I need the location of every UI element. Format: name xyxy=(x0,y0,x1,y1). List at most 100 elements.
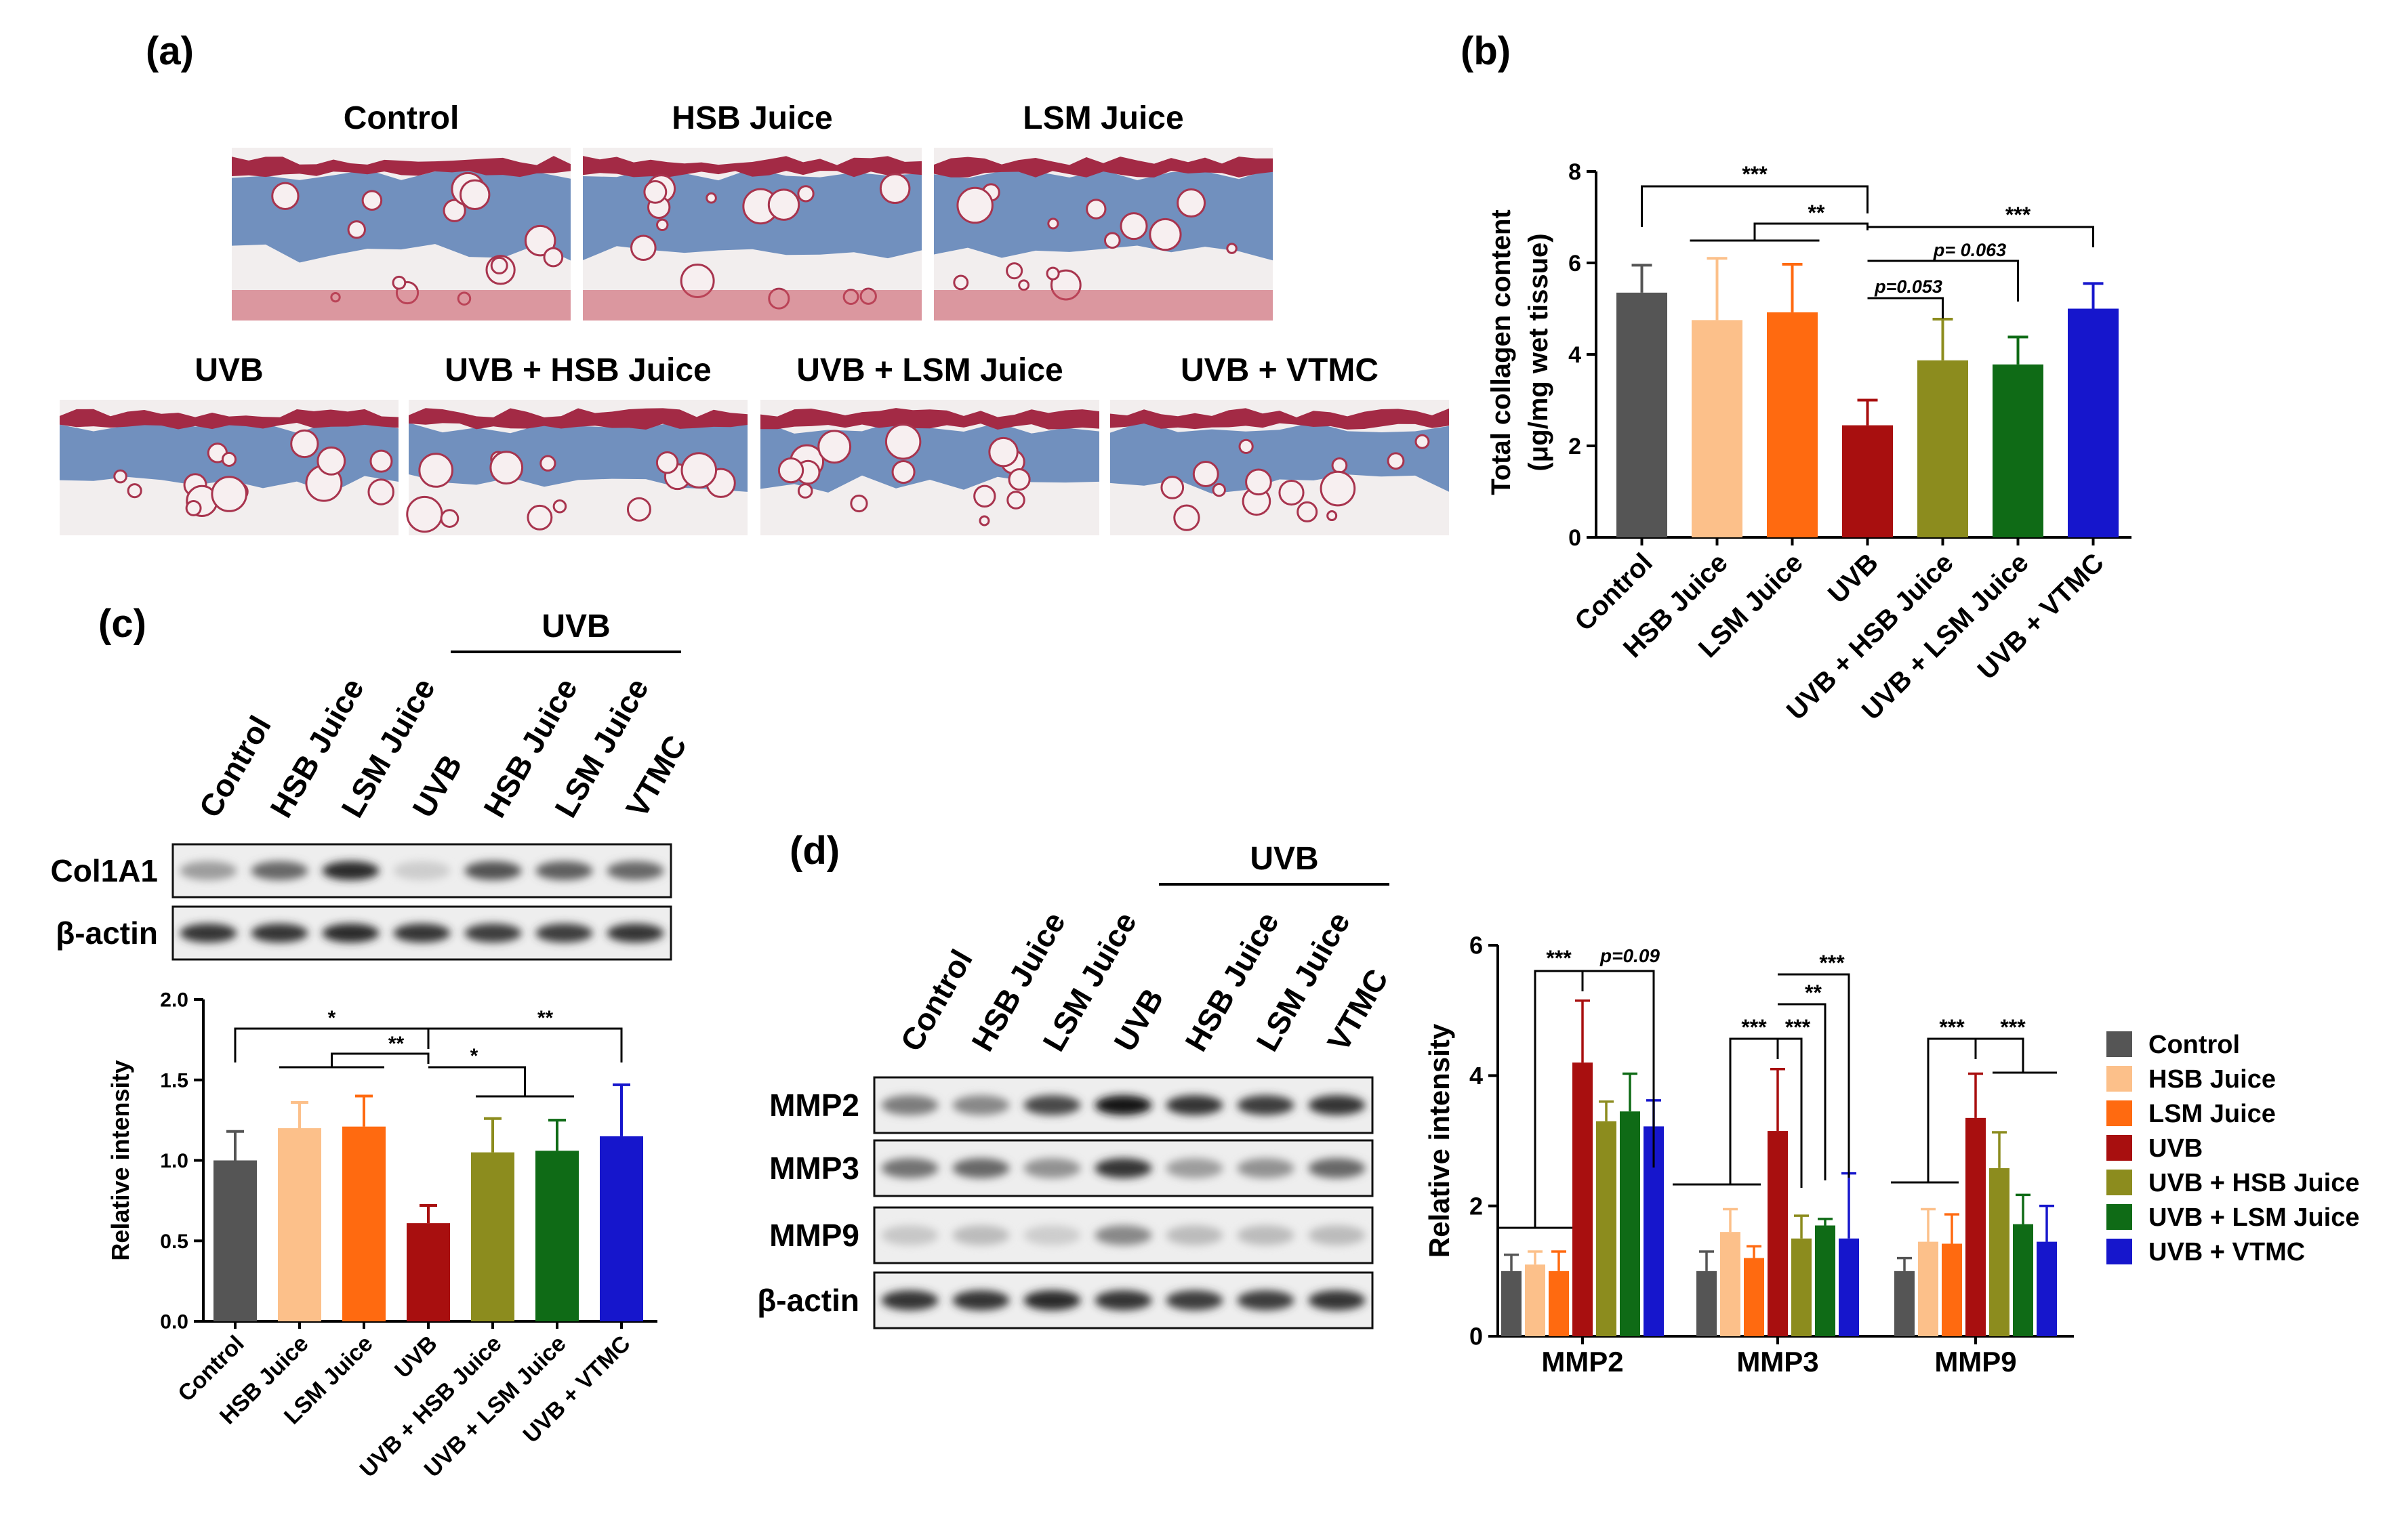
blot-band xyxy=(607,861,664,881)
bar-uvb-vtmc xyxy=(600,1136,643,1321)
error-bar xyxy=(1921,1207,1936,1242)
blot-band xyxy=(1166,1095,1223,1115)
error-bar xyxy=(1528,1250,1543,1265)
error-bar-uvb-lsm-juice xyxy=(548,1119,566,1151)
sig-label: * xyxy=(470,1045,478,1067)
histology-label-uvb: UVB xyxy=(195,352,263,388)
x-tick-label-mmp2: MMP2 xyxy=(1541,1346,1623,1378)
blot-row-label-actin: β-actin xyxy=(56,915,158,951)
blot-band xyxy=(1237,1290,1294,1310)
error-bar xyxy=(1897,1256,1912,1271)
blot-band xyxy=(535,923,593,943)
bar-mmp2-control xyxy=(1501,1271,1522,1336)
blot-band xyxy=(1166,1158,1223,1178)
sig-bracket xyxy=(1778,1037,1803,1188)
bar-mmp2-uvb-lsm-juice xyxy=(1620,1111,1640,1336)
sig-label: p=0.053 xyxy=(1874,276,1942,297)
error-bar xyxy=(1504,1254,1519,1271)
legend-swatch-uvb xyxy=(2106,1135,2132,1161)
blot-row-label-col1a1: Col1A1 xyxy=(51,853,158,888)
error-bar xyxy=(1747,1245,1761,1258)
error-bar xyxy=(2039,1204,2054,1242)
blot-band xyxy=(952,1225,1010,1245)
blot-band xyxy=(1095,1158,1152,1178)
sig-bracket xyxy=(1583,970,1655,1168)
bar-mmp2-lsm-juice xyxy=(1549,1271,1569,1336)
y-tick-label: 4 xyxy=(1469,1062,1483,1090)
lane-label-vtmc: VTMC xyxy=(1320,963,1395,1057)
legend-swatch-uvb-vtmc xyxy=(2106,1239,2132,1264)
blot-band xyxy=(464,923,522,943)
error-bar xyxy=(1770,1067,1785,1132)
error-bar-control xyxy=(1631,264,1652,293)
bar-mmp9-hsb-juice xyxy=(1918,1241,1938,1336)
histology-image-lsm-juice xyxy=(934,148,1273,321)
histology-image-hsb-juice xyxy=(583,148,922,321)
y-tick-label: 6 xyxy=(1568,251,1581,276)
blot-band xyxy=(952,1158,1010,1178)
bar-mmp9-uvb-hsb-juice xyxy=(1989,1168,2009,1336)
sig-label: ** xyxy=(1808,201,1825,225)
blot-band xyxy=(952,1290,1010,1310)
blot-band xyxy=(1308,1225,1366,1245)
bar-mmp9-control xyxy=(1894,1271,1915,1336)
blot-band xyxy=(607,923,664,943)
bar-mmp2-uvb xyxy=(1572,1062,1593,1336)
error-bar xyxy=(1794,1214,1809,1239)
lane-label-uvb: UVB xyxy=(405,749,469,823)
legend-label-hsb-juice: HSB Juice xyxy=(2148,1065,2276,1094)
histology-panel: Control HSB Juice LSM Juice UVB UVB + HSB Ju… xyxy=(60,100,1449,535)
sig-bracket xyxy=(1867,297,1944,318)
bar-control xyxy=(1616,292,1667,537)
blot-band xyxy=(1095,1095,1152,1115)
bar-uvb-lsm-juice xyxy=(1993,364,2043,537)
y-tick-label: 1.5 xyxy=(160,1069,188,1092)
legend-label-lsm-juice: LSM Juice xyxy=(2148,1100,2276,1128)
legend-label-control: Control xyxy=(2148,1031,2240,1059)
histology-image-uvb-vtmc xyxy=(1110,400,1449,535)
bar-hsb-juice xyxy=(278,1128,321,1321)
blot-strip-mmp3 xyxy=(873,1139,1374,1197)
sig-bracket xyxy=(428,1066,526,1096)
blot-band xyxy=(1095,1225,1152,1245)
y-tick-label: 4 xyxy=(1568,342,1581,368)
blot-band xyxy=(251,923,308,943)
y-tick-label: 2.0 xyxy=(160,989,188,1012)
error-bar xyxy=(1599,1100,1614,1121)
y-tick-label: 6 xyxy=(1469,932,1483,959)
sig-bracket xyxy=(428,1027,623,1062)
sig-bracket xyxy=(1778,1003,1827,1180)
error-bar xyxy=(1575,999,1590,1063)
panel-label-a: (a) xyxy=(146,29,194,73)
legend-swatch-uvb-hsb-juice xyxy=(2106,1170,2132,1195)
blot-row-label-mmp3: MMP3 xyxy=(769,1151,859,1186)
sig-label: *** xyxy=(1546,946,1572,970)
histology-image-uvb xyxy=(60,400,399,535)
bar-uvb-hsb-juice xyxy=(471,1152,514,1321)
blot-band xyxy=(393,861,451,881)
sig-bracket xyxy=(1778,973,1850,1178)
sig-bracket xyxy=(1753,222,1869,241)
blot-band xyxy=(1237,1095,1294,1115)
legend-label-uvb: UVB xyxy=(2148,1134,2203,1163)
error-bar-lsm-juice xyxy=(1782,263,1803,312)
legend-swatch-lsm-juice xyxy=(2106,1100,2132,1126)
blot-strip-mmp2 xyxy=(873,1076,1374,1134)
sig-bracket xyxy=(1927,1037,1977,1182)
blot-band xyxy=(1237,1225,1294,1245)
bar-uvb xyxy=(407,1223,450,1321)
y-tick-label: 0.0 xyxy=(160,1311,188,1334)
error-bar xyxy=(1944,1213,1959,1244)
histology-label-uvb-vtmc: UVB + VTMC xyxy=(1181,352,1379,388)
uvb-group-label: UVB xyxy=(542,608,610,644)
panel-label-b: (b) xyxy=(1461,29,1511,73)
blot-band xyxy=(1237,1158,1294,1178)
blot-band xyxy=(881,1225,939,1245)
bar-mmp2-hsb-juice xyxy=(1525,1264,1545,1336)
bar-mmp9-uvb-lsm-juice xyxy=(2013,1224,2033,1336)
y-tick-label: 0 xyxy=(1568,525,1581,551)
blot-band xyxy=(464,861,522,881)
uvb-group-label: UVB xyxy=(1250,841,1318,877)
